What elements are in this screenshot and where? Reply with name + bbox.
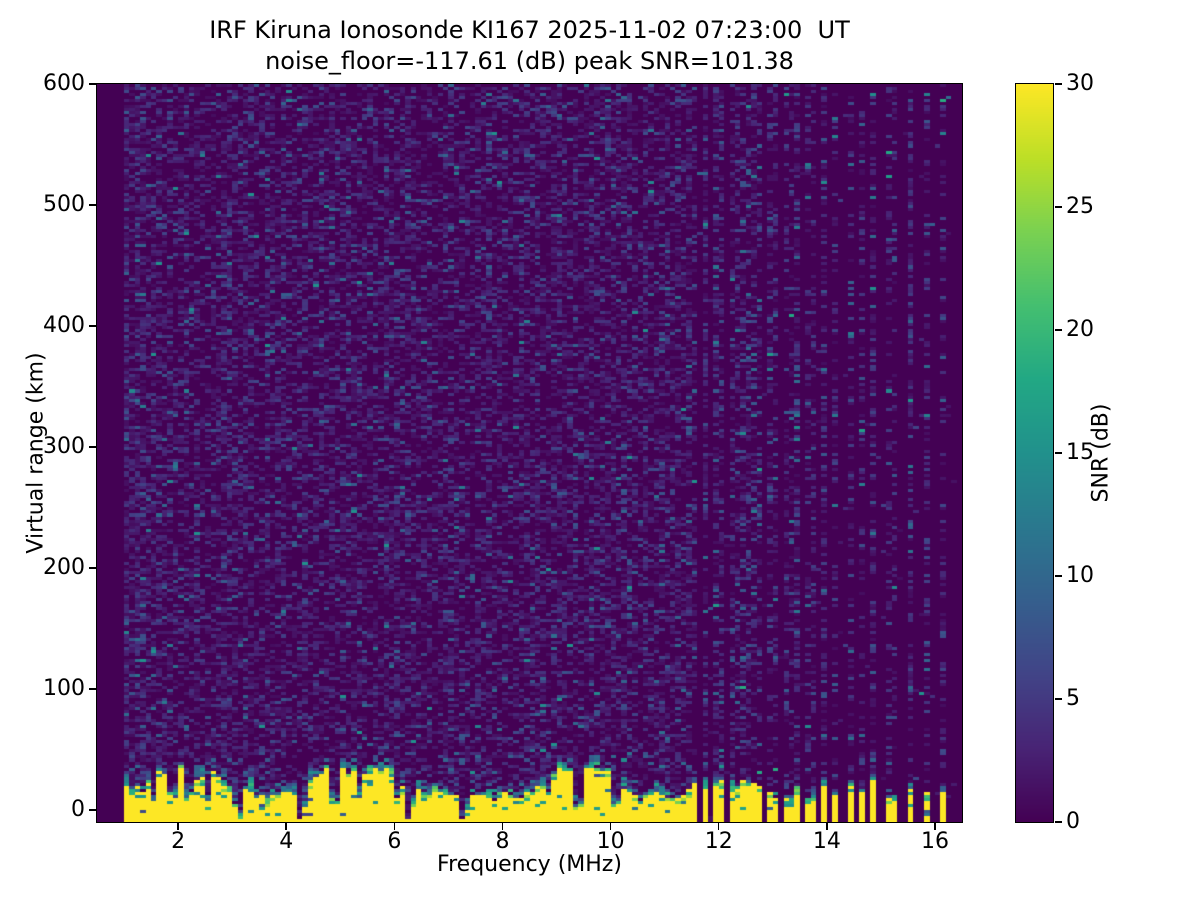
x-tick-mark xyxy=(501,823,504,830)
colorbar-tick-mark xyxy=(1055,698,1062,700)
x-axis-label: Frequency (MHz) xyxy=(437,852,622,877)
colorbar-tick-label: 5 xyxy=(1066,686,1080,711)
colorbar-tick-label: 0 xyxy=(1066,809,1080,834)
colorbar-tick-mark xyxy=(1055,452,1062,454)
x-tick-label: 4 xyxy=(279,829,294,854)
chart-title: IRF Kiruna Ionosonde KI167 2025-11-02 07… xyxy=(209,16,850,44)
colorbar-tick-label: 25 xyxy=(1066,194,1094,219)
y-tick-mark xyxy=(89,204,96,206)
x-tick-mark xyxy=(934,823,936,830)
colorbar-tick-mark xyxy=(1055,329,1062,331)
colorbar-tick-mark xyxy=(1055,821,1062,823)
x-tick-label: 6 xyxy=(387,829,402,854)
x-tick-label: 10 xyxy=(596,829,625,854)
x-tick-label: 8 xyxy=(495,829,510,854)
x-tick-mark xyxy=(393,823,396,830)
x-tick-label: 16 xyxy=(920,829,949,854)
x-tick-mark xyxy=(826,823,828,830)
y-tick-label: 0 xyxy=(71,796,85,822)
x-tick-label: 14 xyxy=(812,829,841,854)
colorbar-tick-label: 10 xyxy=(1066,563,1094,588)
colorbar-tick-label: 15 xyxy=(1066,440,1094,465)
x-tick-label: 2 xyxy=(171,829,186,854)
y-tick-label: 400 xyxy=(43,312,85,338)
y-tick-mark xyxy=(89,325,96,327)
y-tick-mark xyxy=(89,446,96,448)
y-tick-label: 600 xyxy=(43,71,85,96)
y-tick-mark xyxy=(89,688,96,690)
x-tick-mark xyxy=(609,823,612,830)
colorbar-canvas xyxy=(1016,84,1053,822)
y-tick-label: 300 xyxy=(43,433,85,459)
y-tick-mark xyxy=(89,809,96,811)
colorbar-tick-mark xyxy=(1055,575,1062,577)
y-tick-label: 500 xyxy=(43,191,85,217)
colorbar-tick-mark xyxy=(1055,206,1062,208)
y-tick-label: 200 xyxy=(43,554,85,580)
ionogram-heatmap-canvas xyxy=(97,84,962,822)
y-tick-label: 100 xyxy=(43,675,85,701)
chart-subtitle: noise_floor=-117.61 (dB) peak SNR=101.38 xyxy=(265,47,794,75)
x-tick-mark xyxy=(717,823,720,830)
x-tick-mark xyxy=(285,823,287,830)
y-tick-mark xyxy=(89,567,96,569)
colorbar-tick-label: 30 xyxy=(1066,71,1094,96)
colorbar-tick-mark xyxy=(1055,83,1062,85)
y-tick-mark xyxy=(89,83,96,85)
x-tick-label: 12 xyxy=(704,829,733,854)
x-tick-mark xyxy=(177,823,179,830)
colorbar-tick-label: 20 xyxy=(1066,317,1094,342)
